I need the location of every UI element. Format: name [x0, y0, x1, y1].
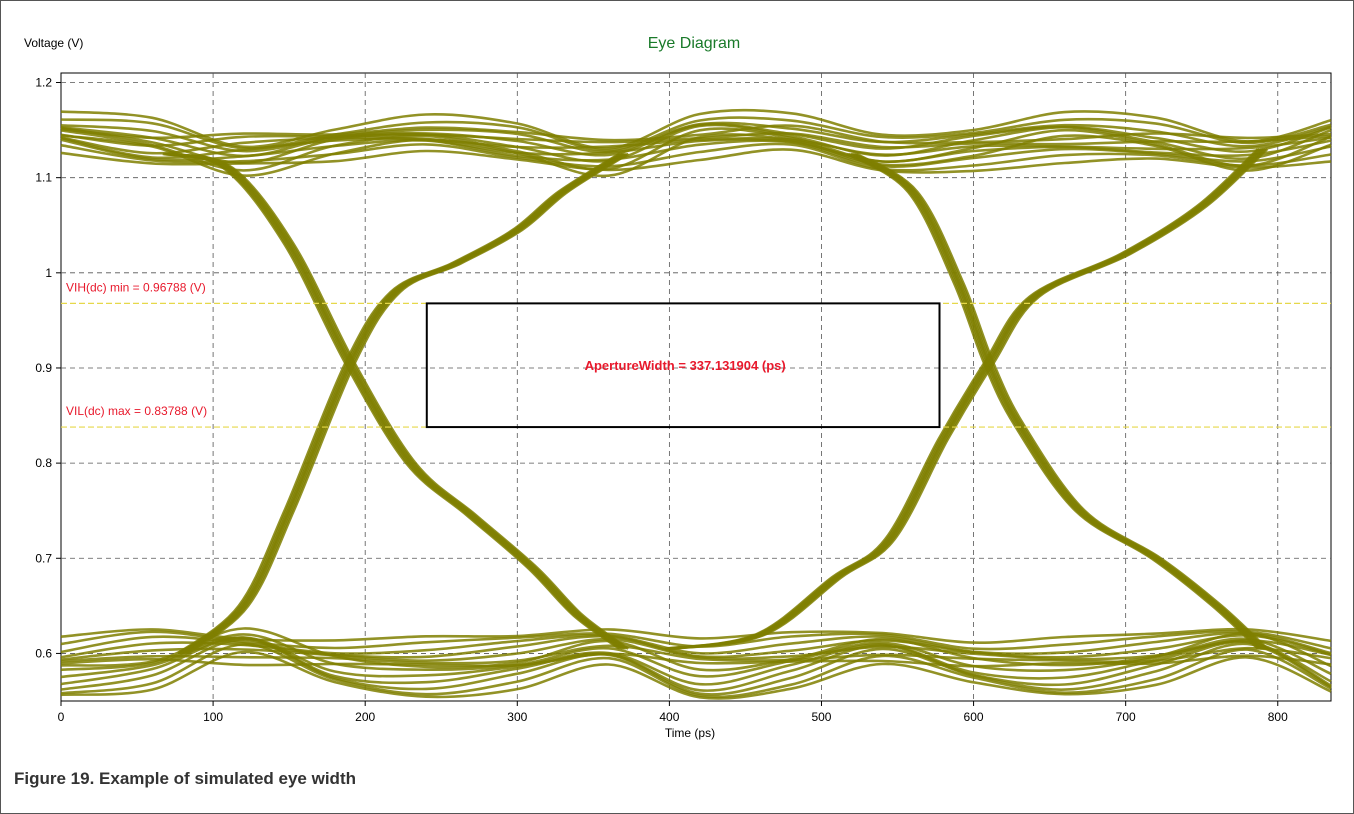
eye-trace-low-rail-2: [60, 627, 1332, 672]
y-tick-label: 1: [45, 266, 52, 280]
y-tick-label: 1.2: [35, 76, 52, 90]
y-axis-label: Voltage (V): [24, 36, 83, 50]
eye-trace-high-rail-1: [60, 148, 1332, 174]
y-tick-label: 0.6: [35, 646, 52, 660]
aperture-label: ApertureWidth = 337.131904 (ps): [585, 358, 786, 373]
eye-trace-high-rail-2: [60, 127, 1332, 172]
eye-trace-high-rail-1: [60, 136, 1332, 156]
chart-title: Eye Diagram: [648, 35, 740, 52]
axis-ticks: 0 100 200 300 400 500 600 700 800 0.6 0.7 0.8 0.9 1 1.…: [35, 76, 1288, 724]
x-axis-label: Time (ps): [665, 726, 715, 740]
x-tick-label: 500: [811, 710, 831, 724]
eye-trace-low-rail-2: [60, 650, 1332, 700]
eye-traces: [60, 108, 1332, 700]
grid-lines: [61, 73, 1331, 701]
threshold-label: VIH(dc) min = 0.96788 (V): [66, 280, 206, 294]
x-tick-label: 700: [1116, 710, 1136, 724]
x-tick-label: 100: [203, 710, 223, 724]
aperture-box: [425, 302, 941, 429]
eye-trace-low-rail-2: [60, 636, 1332, 686]
eye-trace-low-rail-2: [60, 643, 1332, 699]
x-tick-label: 0: [58, 710, 65, 724]
x-tick-label: 200: [355, 710, 375, 724]
y-tick-label: 0.8: [35, 456, 52, 470]
plot-area: [60, 72, 1332, 702]
eye-trace-high-rail-2: [60, 116, 1332, 152]
x-tick-label: 400: [659, 710, 679, 724]
eye-trace-high-rail-2: [60, 121, 1332, 154]
eye-trace-high-rail-2: [60, 133, 1332, 178]
eye-trace-low-rail-2: [60, 633, 1332, 678]
x-tick-label: 600: [964, 710, 984, 724]
x-tick-label: 800: [1268, 710, 1288, 724]
figure-caption: Figure 19. Example of simulated eye widt…: [14, 769, 356, 788]
eye-trace-low-rail-1: [60, 652, 1332, 668]
y-tick-label: 0.7: [35, 551, 52, 565]
eye-trace-rising-edge-2: [673, 148, 1269, 650]
eye-trace-falling-edge-2: [855, 152, 1269, 650]
eye-trace-falling-edge-1: [171, 152, 630, 650]
eye-diagram-chart: Voltage (V) Eye Diagram VIH(dc) min = 0.…: [24, 35, 1332, 740]
eye-trace-high-rail-2: [60, 108, 1332, 150]
threshold-label: VIL(dc) max = 0.83788 (V): [66, 404, 207, 418]
aperture-box-group: ApertureWidth = 337.131904 (ps): [425, 302, 941, 429]
y-tick-label: 1.1: [35, 171, 52, 185]
x-tick-label: 300: [507, 710, 527, 724]
eye-trace-rising-edge-1: [186, 152, 630, 655]
y-tick-label: 0.9: [35, 361, 52, 375]
